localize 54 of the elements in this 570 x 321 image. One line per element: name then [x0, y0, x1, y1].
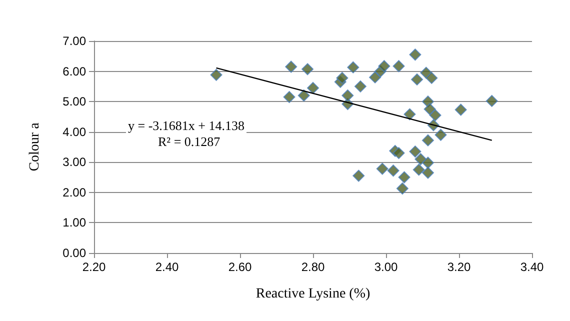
- point: [376, 162, 388, 175]
- point: [347, 61, 360, 74]
- point: [422, 134, 434, 146]
- point: [378, 60, 390, 72]
- point: [396, 182, 408, 194]
- point: [392, 147, 405, 160]
- point: [298, 90, 310, 102]
- point: [387, 164, 400, 177]
- point: [409, 146, 422, 158]
- x-tick-label: 2.60: [228, 260, 252, 274]
- point: [422, 96, 434, 108]
- point: [426, 72, 438, 84]
- point: [412, 164, 425, 176]
- point: [422, 156, 434, 169]
- point: [411, 73, 424, 86]
- y-tick-label: 6.00: [62, 64, 86, 78]
- y-axis-title: Colour a: [28, 122, 42, 172]
- y-tick-label: 4.00: [62, 124, 86, 139]
- point: [422, 166, 434, 179]
- point: [285, 60, 298, 73]
- y-tick-label: 0.00: [62, 246, 86, 260]
- point: [414, 153, 427, 166]
- point: [486, 94, 498, 107]
- x-axis-title: Reactive Lysine (%): [256, 286, 370, 302]
- x-tick-label: 3.40: [520, 260, 544, 274]
- point: [307, 82, 319, 94]
- point: [352, 170, 365, 182]
- point: [454, 104, 467, 116]
- point: [354, 80, 366, 92]
- point: [336, 72, 348, 84]
- y-tick-label: 1.00: [62, 216, 86, 230]
- point: [392, 60, 405, 72]
- annotation: R² = 0.1287: [158, 134, 221, 149]
- point: [434, 128, 447, 141]
- y-tick-label: 3.00: [62, 155, 86, 170]
- point: [404, 108, 416, 120]
- point: [283, 91, 296, 104]
- point: [210, 68, 222, 81]
- point: [302, 63, 314, 76]
- point: [398, 171, 410, 184]
- point: [342, 90, 354, 102]
- x-tick-label: 2.80: [301, 260, 325, 274]
- point: [369, 71, 382, 84]
- x-tick-label: 3.20: [447, 260, 471, 274]
- point: [424, 103, 436, 116]
- annotation: y = -3.1681x + 14.138: [128, 118, 244, 133]
- x-tick-label: 2.40: [155, 260, 179, 274]
- x-tick-label: 2.20: [82, 260, 106, 274]
- point: [409, 48, 422, 61]
- point: [429, 109, 442, 122]
- x-tick-label: 3.00: [374, 260, 398, 274]
- y-tick-label: 2.00: [62, 185, 86, 200]
- y-tick-label: 5.00: [62, 94, 86, 109]
- y-tick-label: 7.00: [62, 34, 86, 48]
